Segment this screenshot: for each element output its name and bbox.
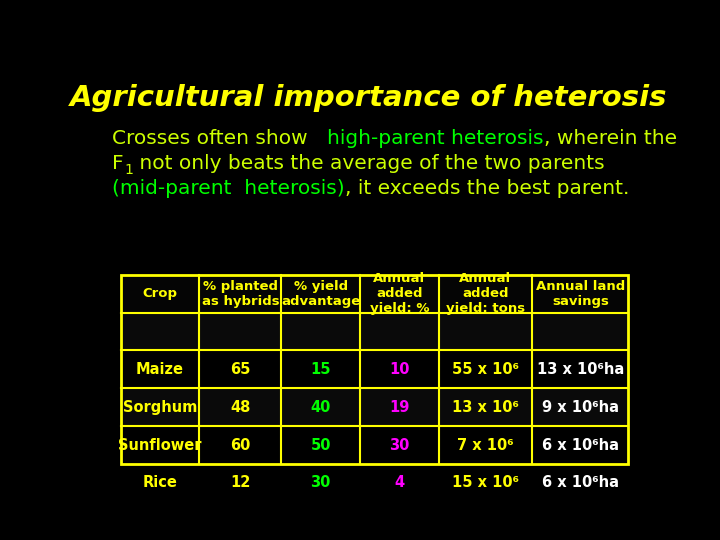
Text: not only beats the average of the two parents: not only beats the average of the two pa…	[132, 154, 605, 173]
Bar	[121, 350, 629, 388]
Text: 6 x 10⁶ha: 6 x 10⁶ha	[542, 475, 618, 490]
Text: 65: 65	[230, 362, 251, 377]
Text: 30: 30	[390, 437, 410, 453]
Text: 50: 50	[310, 437, 331, 453]
Text: Annual land
savings: Annual land savings	[536, 280, 625, 308]
Text: % yield
advantage: % yield advantage	[281, 280, 360, 308]
Text: 40: 40	[310, 400, 330, 415]
Bar	[121, 388, 629, 426]
Text: Sorghum: Sorghum	[123, 400, 197, 415]
Text: 15: 15	[310, 362, 331, 377]
Bar	[121, 313, 629, 350]
Text: Annual
added
yield: tons: Annual added yield: tons	[446, 272, 525, 315]
Text: Sunflower: Sunflower	[118, 437, 202, 453]
Text: 12: 12	[230, 475, 251, 490]
Text: 15 x 10⁶: 15 x 10⁶	[452, 475, 519, 490]
Text: 4: 4	[395, 475, 405, 490]
Text: 13 x 10⁶: 13 x 10⁶	[452, 400, 519, 415]
Text: % planted
as hybrids: % planted as hybrids	[202, 280, 279, 308]
Text: , it exceeds the best parent.: , it exceeds the best parent.	[345, 179, 629, 198]
Bar	[121, 275, 629, 313]
Text: , wherein the: , wherein the	[544, 129, 677, 149]
Text: 30: 30	[310, 475, 330, 490]
Text: 10: 10	[389, 362, 410, 377]
Text: Annual
added
yield: %: Annual added yield: %	[369, 272, 429, 315]
Text: F: F	[112, 154, 124, 173]
Text: 7 x 10⁶: 7 x 10⁶	[457, 437, 514, 453]
Text: Agricultural importance of heterosis: Agricultural importance of heterosis	[71, 84, 667, 112]
Text: Crop: Crop	[143, 287, 178, 300]
Text: high-parent heterosis: high-parent heterosis	[327, 129, 544, 149]
Text: 6 x 10⁶ha: 6 x 10⁶ha	[542, 437, 618, 453]
Text: 19: 19	[390, 400, 410, 415]
Text: Crosses often show: Crosses often show	[112, 129, 327, 149]
Text: 60: 60	[230, 437, 251, 453]
Text: 13 x 10⁶ha: 13 x 10⁶ha	[536, 362, 624, 377]
Text: Rice: Rice	[143, 475, 178, 490]
Text: 48: 48	[230, 400, 251, 415]
Text: 9 x 10⁶ha: 9 x 10⁶ha	[542, 400, 618, 415]
Text: 1: 1	[124, 163, 132, 177]
Bar	[121, 275, 629, 464]
Text: (mid-parent  heterosis): (mid-parent heterosis)	[112, 179, 345, 198]
Text: 55 x 10⁶: 55 x 10⁶	[452, 362, 519, 377]
Text: Maize: Maize	[136, 362, 184, 377]
Bar	[121, 426, 629, 464]
